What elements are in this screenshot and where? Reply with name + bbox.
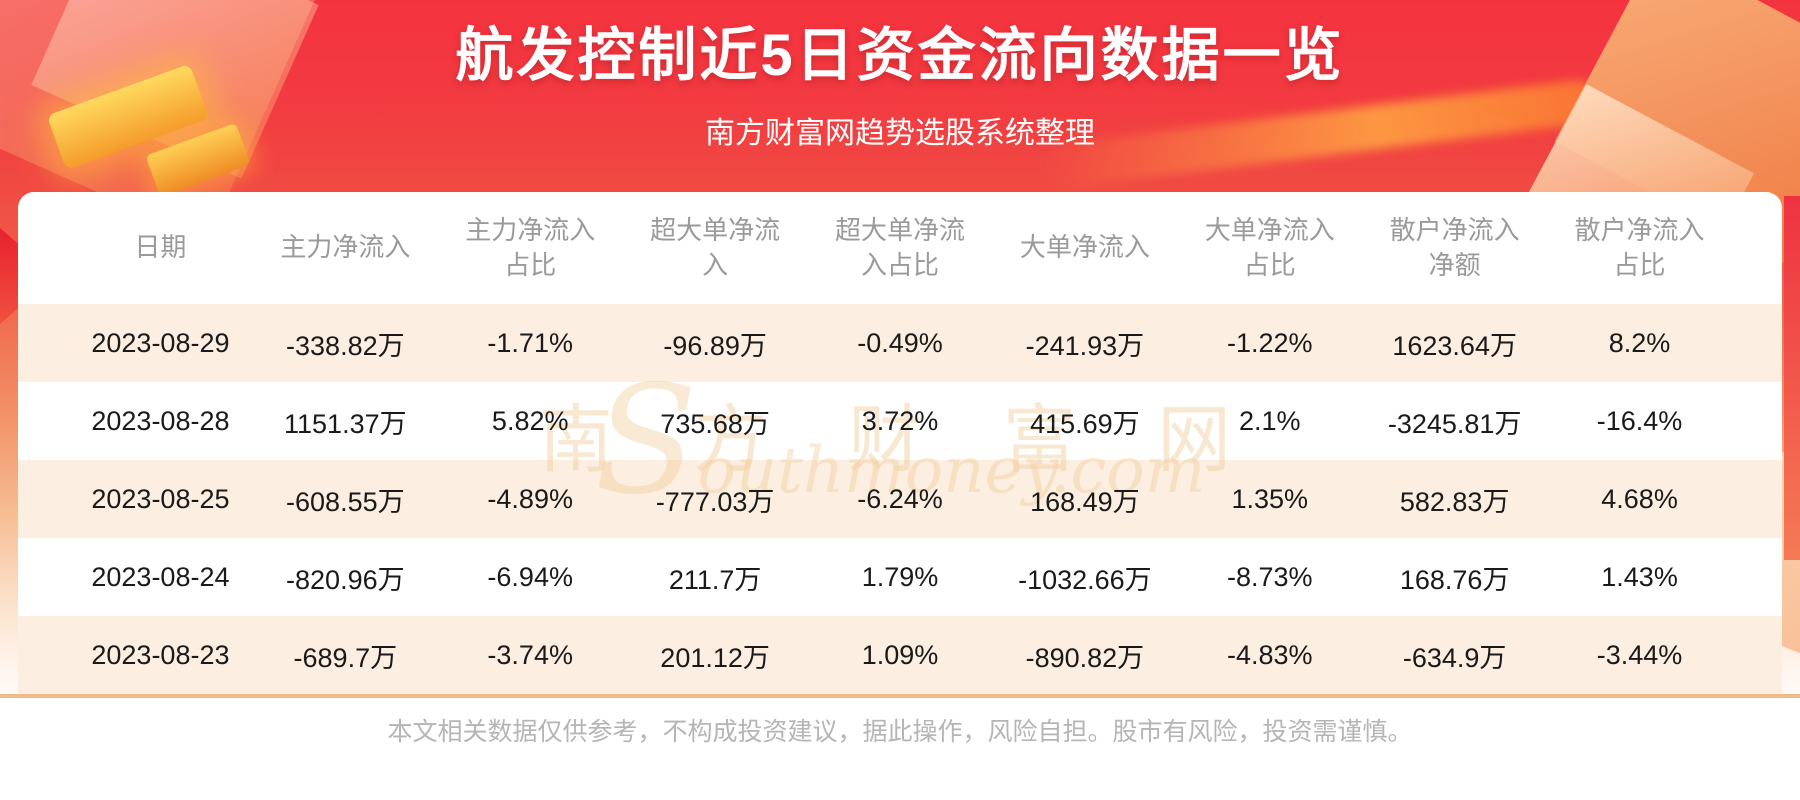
table-cell: -4.89% (487, 483, 573, 514)
table-cell: 1.79% (861, 561, 939, 592)
table-cell: -608.55万 (286, 486, 405, 517)
table-cell: 1623.64万 (1392, 330, 1517, 361)
table-cell: 2023-08-25 (91, 483, 230, 514)
table-cell: 168.49万 (1030, 486, 1140, 517)
bottom-divider (0, 694, 1800, 698)
table-cell: -8.73% (1226, 561, 1313, 592)
column-header-retail-net-inflow: 散户净流入 净额 (1389, 214, 1520, 280)
table-cell: -1032.66万 (1018, 564, 1152, 595)
table-cell: -96.89万 (663, 330, 767, 361)
table-cell: -6.94% (487, 561, 573, 592)
table-cell: 3.72% (861, 405, 939, 436)
column-header-main-net-inflow: 主力净流入 (280, 232, 411, 263)
table-cell: 201.12万 (660, 642, 770, 673)
table-cell: 2023-08-29 (91, 327, 230, 358)
table-cell: -689.7万 (293, 642, 398, 673)
table-cell: 4.68% (1601, 483, 1678, 514)
table-row: 2023-08-28 1151.37万 5.82% 735.68万 3.72% … (18, 382, 1782, 460)
table-cell: 2023-08-28 (91, 405, 230, 436)
table-cell: 735.68万 (660, 408, 770, 439)
table-cell: 8.2% (1608, 327, 1671, 358)
table-cell: 211.7万 (668, 564, 762, 595)
column-header-super-large-net-inflow: 超大单净流 入 (650, 214, 781, 280)
column-header-large-net-inflow-pct: 大单净流入 占比 (1204, 214, 1335, 280)
page-title: 航发控制近5日资金流向数据一览 (455, 23, 1345, 88)
table-cell: -6.24% (857, 483, 943, 514)
table-cell: 5.82% (491, 405, 569, 436)
capital-flow-table: 日期 主力净流入 主力净流入 占比 超大单净流 入 超大单净流 入占比 大单净流… (18, 192, 1782, 694)
column-header-retail-net-inflow-pct: 散户净流入 占比 (1574, 214, 1705, 280)
table-cell: -890.82万 (1025, 642, 1145, 673)
table-cell: -1.71% (487, 327, 573, 358)
column-header-super-large-net-inflow-pct: 超大单净流 入占比 (834, 214, 965, 280)
table-cell: -338.82万 (286, 330, 405, 361)
table-cell: -241.93万 (1025, 330, 1145, 361)
table-cell: -3245.81万 (1387, 408, 1522, 439)
footer-disclaimer: 本文相关数据仅供参考，不构成投资建议，据此操作，风险自担。股市有风险，投资需谨慎… (387, 718, 1413, 746)
table-cell: -820.96万 (286, 564, 405, 595)
table-cell: -3.74% (487, 639, 573, 670)
column-header-date: 日期 (134, 232, 187, 263)
page-subtitle: 南方财富网趋势选股系统整理 (705, 117, 1095, 150)
table-row: 2023-08-29 -338.82万 -1.71% -96.89万 -0.49… (18, 304, 1782, 382)
table-header-row: 日期 主力净流入 主力净流入 占比 超大单净流 入 超大单净流 入占比 大单净流… (18, 192, 1782, 304)
column-header-large-net-inflow: 大单净流入 (1019, 232, 1150, 263)
table-cell: 1.35% (1231, 483, 1309, 514)
table-cell: -1.22% (1226, 327, 1313, 358)
ribbon-decoration-right (1784, 196, 1800, 560)
table-row: 2023-08-23 -689.7万 -3.74% 201.12万 1.09% … (18, 616, 1782, 694)
table-row: 2023-08-24 -820.96万 -6.94% 211.7万 1.79% … (18, 538, 1782, 616)
table-cell: 582.83万 (1399, 486, 1510, 517)
table-cell: 168.76万 (1399, 564, 1510, 595)
table-cell: -3.44% (1596, 639, 1683, 670)
data-card: 南 方 财 富 网 Southmoney.com 日期 主力净流入 主力净流入 … (18, 192, 1782, 694)
table-cell: -16.4% (1596, 405, 1683, 436)
table-cell: -0.49% (857, 327, 943, 358)
table-cell: 2.1% (1239, 405, 1301, 436)
table-cell: -634.9万 (1402, 642, 1507, 673)
table-cell: 1151.37万 (284, 408, 407, 439)
table-cell: -777.03万 (655, 486, 775, 517)
table-cell: 1.09% (861, 639, 939, 670)
table-row: 2023-08-25 -608.55万 -4.89% -777.03万 -6.2… (18, 460, 1782, 538)
table-cell: -4.83% (1226, 639, 1313, 670)
column-header-main-net-inflow-pct: 主力净流入 占比 (465, 214, 596, 280)
table-cell: 415.69万 (1030, 408, 1140, 439)
table-cell: 2023-08-23 (91, 639, 230, 670)
table-cell: 1.43% (1601, 561, 1678, 592)
table-cell: 2023-08-24 (91, 561, 230, 592)
